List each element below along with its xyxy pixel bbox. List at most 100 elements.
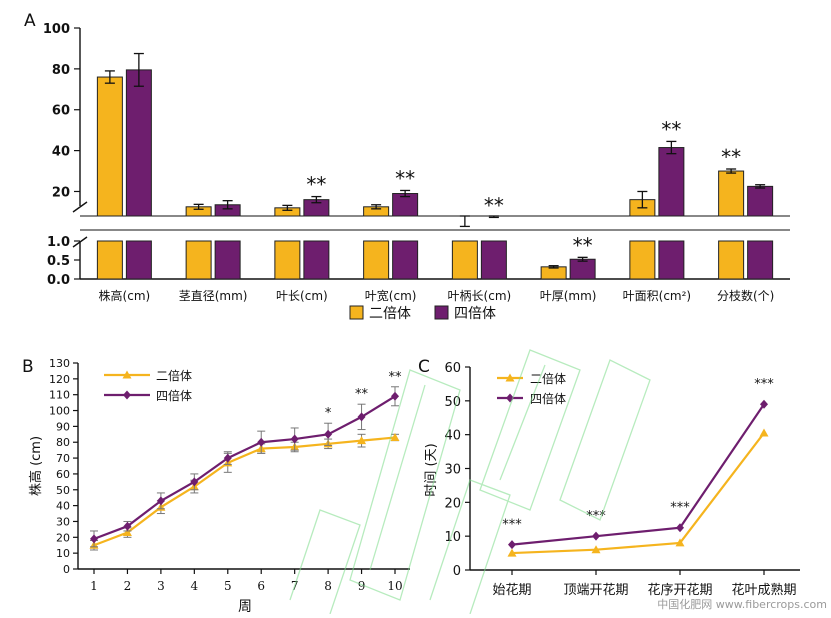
panel-label: A — [24, 11, 36, 31]
x-tick-label: 花叶成熟期 — [731, 582, 796, 598]
data-point — [257, 437, 266, 447]
bar — [658, 240, 685, 280]
significance-label: * — [325, 406, 332, 421]
x-tick-label: 茎直径(mm) — [179, 289, 248, 303]
legend-swatch — [434, 305, 449, 320]
y-tick-label: 80 — [56, 436, 70, 449]
data-point — [759, 428, 769, 437]
x-tick-label: 10 — [387, 579, 402, 593]
significance-label: ** — [484, 193, 504, 217]
y-tick-label: 40 — [56, 500, 70, 513]
y-tick-label: 120 — [49, 373, 70, 386]
data-point — [508, 540, 516, 550]
data-point — [591, 545, 601, 554]
y-tick-label: 30 — [56, 515, 70, 528]
bar — [214, 240, 241, 280]
bar — [718, 170, 745, 217]
y-tick-label: 20 — [56, 531, 70, 544]
data-point — [357, 412, 366, 422]
bar — [96, 76, 123, 217]
significance-label: *** — [502, 518, 522, 533]
x-tick-label: 叶宽(cm) — [365, 288, 417, 303]
data-point — [760, 399, 768, 409]
y-tick-label: 80 — [52, 63, 70, 78]
axis-break-mark — [72, 201, 88, 213]
series-line — [511, 432, 765, 555]
y-tick-label: 50 — [444, 395, 461, 410]
panel-b: B 0 10 20 30 40 50 60 70 80 90 100 110 120 130 1 2 3 4 5 6 7 8… — [22, 357, 410, 615]
y-tick-label: 90 — [56, 420, 70, 433]
y-tick-label: 0 — [63, 563, 70, 576]
y-tick-label: 20 — [444, 496, 461, 511]
series-line — [93, 395, 396, 540]
data-point — [190, 477, 199, 487]
x-tick-label: 叶厚(mm) — [540, 289, 597, 303]
bar — [392, 240, 419, 280]
legend-label: 四倍体 — [156, 388, 192, 403]
x-tick-label: 4 — [191, 579, 199, 593]
x-tick-label: 6 — [257, 579, 265, 593]
bar — [274, 240, 301, 280]
significance-label: ** — [661, 117, 681, 141]
x-tick-label: 3 — [157, 579, 165, 593]
data-point — [676, 523, 684, 533]
x-tick-label: 顶端开花期 — [563, 582, 628, 598]
bar — [96, 240, 123, 280]
panel-c: C 0 10 20 30 40 50 60 始花期 顶端开花期 花序开花期 花叶成熟期 时间 (天) **… — [418, 357, 800, 598]
x-tick-label: 7 — [291, 579, 299, 593]
x-tick-label: 5 — [224, 579, 232, 593]
significance-label: ** — [389, 370, 403, 385]
series-line — [93, 436, 396, 547]
y-tick-label: 30 — [444, 463, 461, 478]
data-point — [223, 453, 232, 463]
legend-label: 二倍体 — [369, 306, 411, 322]
significance-label: *** — [670, 501, 690, 516]
x-tick-label: 叶柄长(cm) — [448, 289, 512, 303]
y-tick-label: 20 — [52, 185, 70, 200]
significance-label: ** — [573, 233, 593, 257]
y-tick-label: 130 — [49, 357, 70, 370]
y-tick-label: 50 — [56, 484, 70, 497]
bar — [303, 240, 330, 280]
legend-label: 四倍体 — [530, 391, 566, 406]
y-tick-label: 40 — [52, 145, 70, 160]
y-tick-label: 60 — [444, 361, 461, 376]
series-line — [511, 403, 765, 546]
significance-label: ** — [721, 145, 741, 169]
x-tick-label: 株高(cm) — [99, 288, 151, 303]
y-tick-label: 100 — [49, 405, 70, 418]
panel-label: C — [418, 357, 430, 377]
bar — [658, 147, 685, 217]
bar — [363, 240, 390, 280]
axis-break-mark — [72, 236, 88, 248]
bar — [629, 240, 656, 280]
legend-label: 四倍体 — [454, 306, 496, 322]
x-tick-label: 花序开花期 — [647, 582, 712, 598]
bar — [569, 258, 596, 280]
y-tick-label: 1.0 — [47, 235, 70, 250]
data-point — [156, 496, 165, 506]
bar — [540, 266, 567, 280]
y-axis-label: 株高 (cm) — [28, 436, 44, 496]
data-point — [592, 531, 600, 541]
data-point — [90, 534, 98, 544]
watermark-text: 中国化肥网 www.fibercrops.com — [657, 598, 827, 611]
y-tick-label: 10 — [444, 530, 461, 545]
legend-swatch — [349, 305, 364, 320]
y-tick-label: 60 — [56, 468, 70, 481]
x-tick-label: 9 — [358, 579, 366, 593]
bar — [451, 240, 478, 280]
y-tick-label: 0.0 — [47, 273, 70, 288]
x-tick-label: 8 — [324, 579, 332, 593]
y-tick-label: 60 — [52, 104, 70, 119]
x-tick-label: 2 — [124, 579, 132, 593]
significance-label: ** — [355, 387, 369, 402]
bar — [185, 240, 212, 280]
y-tick-label: 0 — [453, 564, 461, 579]
y-tick-label: 70 — [56, 452, 70, 465]
x-tick-label: 始花期 — [492, 582, 531, 598]
data-point — [122, 370, 132, 379]
data-point — [324, 429, 333, 439]
bar — [125, 69, 152, 217]
